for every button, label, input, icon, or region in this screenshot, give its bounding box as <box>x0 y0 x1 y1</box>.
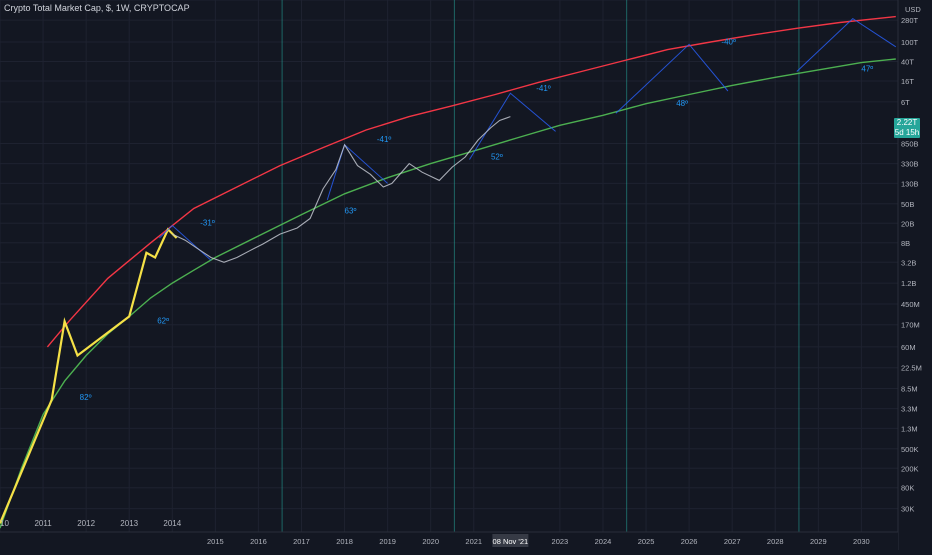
x-tick-label: 2012 <box>77 519 95 528</box>
x-tick-label: 2011 <box>34 519 52 528</box>
price-axis-background <box>898 0 932 550</box>
y-tick-label: 80K <box>901 484 914 493</box>
currency-label: USD <box>905 5 921 14</box>
y-tick-label: 330B <box>901 160 919 169</box>
price-tag-value: 2.22T <box>896 118 918 127</box>
grid <box>0 0 898 532</box>
y-tick-label: 3.3M <box>901 405 918 414</box>
price-tag: 2.22T 5d 15h <box>894 118 920 138</box>
angle-label: -41º <box>377 135 392 144</box>
x-tick-label: 2026 <box>681 537 698 546</box>
resistance-curve <box>46 15 896 348</box>
x-tick-label: 2013 <box>120 519 138 528</box>
y-tick-label: 450M <box>901 300 920 309</box>
y-tick-label: 3.2B <box>901 258 916 267</box>
y-tick-label: 170M <box>901 321 920 330</box>
x-tick-label: 2028 <box>767 537 784 546</box>
angle-label: 63º <box>345 206 357 215</box>
angle-label: 82º <box>80 393 92 402</box>
x-tick-label: 2010 <box>0 519 9 528</box>
y-tick-label: 500K <box>901 445 919 454</box>
x-tick-label: 2021 <box>465 537 482 546</box>
cycle-vertical-lines <box>281 0 800 532</box>
y-tick-label: 22.5M <box>901 364 922 373</box>
angle-label: 62º <box>157 316 169 325</box>
angle-label: -40º <box>721 37 736 46</box>
x-tick-label: 2017 <box>293 537 310 546</box>
y-tick-label: 30K <box>901 505 914 514</box>
x-tick-label: 2024 <box>595 537 612 546</box>
y-tick-label: 100T <box>901 38 919 47</box>
y-tick-label: 8B <box>901 239 910 248</box>
x-tick-label: 2018 <box>336 537 353 546</box>
x-tick-label: 2023 <box>552 537 569 546</box>
price-tag-countdown: 5d 15h <box>894 128 920 137</box>
y-tick-label: 20B <box>901 219 914 228</box>
angle-label: 48º <box>676 99 688 108</box>
angle-label: -31º <box>200 218 215 227</box>
y-tick-label: 40T <box>901 58 914 67</box>
y-tick-label: 16T <box>901 77 914 86</box>
x-tick-label: 2029 <box>810 537 827 546</box>
y-tick-label: 50B <box>901 200 914 209</box>
angle-labels: 82º 62º -31º 63º -41º 52º -41º 48º -40º 47º <box>80 37 874 402</box>
projection-path <box>796 17 897 72</box>
early-trend-line <box>0 227 178 524</box>
x-tick-label: 2019 <box>379 537 396 546</box>
trend-curves <box>0 15 896 529</box>
y-tick-label: 1.3M <box>901 424 918 433</box>
y-tick-label: 280T <box>901 16 919 25</box>
projection-path <box>469 92 556 160</box>
x-tick-label: 2027 <box>724 537 741 546</box>
angle-label: -41º <box>536 84 551 93</box>
y-tick-label: 200K <box>901 464 919 473</box>
x-tick-label: 2025 <box>638 537 655 546</box>
support-curve <box>0 58 896 529</box>
x-tick-label: 2014 <box>163 519 181 528</box>
y-tick-label: 850B <box>901 139 919 148</box>
angle-label: 47º <box>861 65 873 74</box>
price-history <box>172 116 511 263</box>
cursor-date-box <box>492 534 529 547</box>
y-tick-label: 1.2B <box>901 279 916 288</box>
projection-path <box>615 43 729 114</box>
time-axis-background <box>0 532 898 550</box>
angle-label: 52º <box>491 153 503 162</box>
chart-title: Crypto Total Market Cap, $, 1W, CRYPTOCA… <box>4 3 190 13</box>
x-tick-label: 2015 <box>207 537 224 546</box>
x-tick-label: 2016 <box>250 537 267 546</box>
price-history-line <box>172 116 511 263</box>
y-tick-label: 130B <box>901 179 919 188</box>
y-tick-label: 60M <box>901 343 916 352</box>
cursor-date-label: 08 Nov '21 <box>493 537 529 546</box>
x-tick-label: 2020 <box>422 537 439 546</box>
y-tick-label: 8.5M <box>901 384 918 393</box>
y-tick-label: 6T <box>901 98 910 107</box>
x-tick-label: 2030 <box>853 537 870 546</box>
